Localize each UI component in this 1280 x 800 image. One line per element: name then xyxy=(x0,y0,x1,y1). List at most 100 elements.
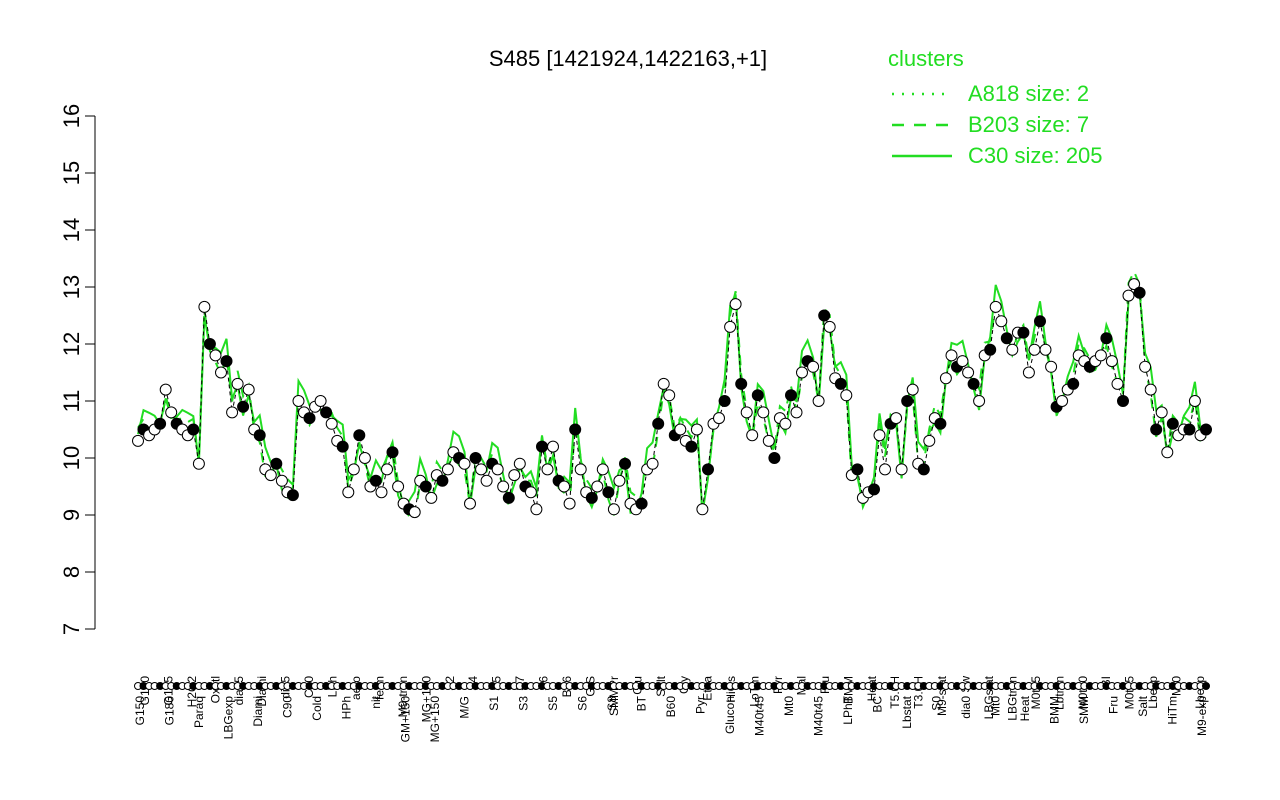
y-tick-label: 10 xyxy=(59,446,84,470)
data-point xyxy=(962,366,975,379)
x-tick-label: SMM xyxy=(1077,696,1091,724)
data-point xyxy=(879,463,891,476)
x-tick-label: M40t45 xyxy=(812,696,826,736)
data-point xyxy=(1183,423,1196,436)
data-point xyxy=(1188,395,1201,407)
data-point xyxy=(757,406,770,419)
data-point xyxy=(502,491,515,504)
data-point xyxy=(674,423,687,436)
chart-title: S485 [1421924,1422163,+1] xyxy=(489,46,767,71)
x-rug-markers xyxy=(134,682,1210,690)
data-point xyxy=(873,429,886,442)
x-tick-label: BI xyxy=(1099,676,1113,687)
data-point xyxy=(358,452,371,464)
x-tick-label: Glucon xyxy=(723,696,737,734)
data-point xyxy=(1155,406,1168,419)
data-point xyxy=(159,383,172,396)
data-point xyxy=(713,412,725,425)
data-point xyxy=(989,300,1002,313)
y-tick-label: 13 xyxy=(59,275,84,299)
legend-item-c30: C30 size: 205 xyxy=(892,143,1103,168)
data-point xyxy=(923,434,936,447)
x-tick-label: Mt0 xyxy=(782,696,796,716)
data-point xyxy=(203,338,216,350)
data-point xyxy=(945,349,958,362)
data-point xyxy=(973,395,986,407)
data-point xyxy=(475,463,488,476)
data-point xyxy=(967,377,980,390)
data-point xyxy=(320,406,333,419)
data-point xyxy=(1128,278,1141,291)
x-tick-label: M9-exp xyxy=(1195,696,1209,736)
legend-label: B203 size: 7 xyxy=(968,112,1089,137)
data-point xyxy=(458,457,471,470)
y-tick-label: 15 xyxy=(59,161,84,185)
x-tick-label: M/G xyxy=(458,696,472,719)
x-tick-label: LPhT xyxy=(841,695,855,724)
data-point xyxy=(375,486,388,499)
x-tick-label: Mt0 xyxy=(989,696,1003,716)
legend: clusters A818 size: 2 B203 size: 7 C30 s… xyxy=(888,46,1103,168)
data-point xyxy=(652,417,665,430)
data-point xyxy=(1144,383,1157,396)
data-point xyxy=(868,483,880,496)
data-point xyxy=(1045,360,1058,373)
data-point xyxy=(419,480,432,493)
data-point xyxy=(1105,355,1118,368)
data-point xyxy=(1139,360,1152,373)
data-point xyxy=(834,377,847,390)
data-point xyxy=(768,452,781,464)
data-point xyxy=(1122,289,1135,302)
data-point xyxy=(1022,366,1035,379)
data-point xyxy=(1133,286,1146,299)
data-point xyxy=(1117,395,1129,407)
data-point xyxy=(690,423,703,436)
data-point xyxy=(386,446,399,459)
data-point xyxy=(779,417,792,430)
data-point xyxy=(646,457,659,470)
data-point xyxy=(890,412,903,425)
legend-item-a818: A818 size: 2 xyxy=(892,81,1089,106)
data-points xyxy=(132,278,1212,519)
data-point xyxy=(746,429,759,442)
y-tick-label: 7 xyxy=(59,623,84,635)
x-tick-label: HiTm xyxy=(1166,696,1180,725)
legend-label: C30 size: 205 xyxy=(968,143,1103,168)
data-point xyxy=(591,480,604,493)
x-tick-label: M40t45 xyxy=(753,696,767,736)
data-point xyxy=(939,372,952,385)
x-tick-label: dia0 xyxy=(959,696,973,719)
data-point xyxy=(275,474,288,487)
data-point xyxy=(812,395,825,407)
data-point xyxy=(226,406,239,419)
data-point xyxy=(154,417,167,430)
data-point xyxy=(1111,377,1124,390)
x-tick-label: S0 xyxy=(930,696,944,711)
x-tick-label: Cold xyxy=(310,696,324,721)
x-tick-label: Pyr xyxy=(694,696,708,714)
x-tick-label: S5 xyxy=(546,696,560,711)
data-point xyxy=(735,377,748,390)
data-point xyxy=(901,395,914,407)
data-point xyxy=(840,389,853,402)
data-point xyxy=(270,457,283,470)
data-point xyxy=(436,474,449,487)
data-point xyxy=(895,463,908,476)
data-point xyxy=(619,457,631,470)
y-tick-label: 8 xyxy=(59,566,84,578)
data-point xyxy=(574,463,587,476)
data-point xyxy=(563,497,576,510)
x-tick-label: S3 xyxy=(517,696,531,711)
data-point xyxy=(1200,423,1212,436)
data-point xyxy=(342,486,355,499)
data-point xyxy=(1000,332,1013,345)
data-point xyxy=(547,440,559,453)
data-point xyxy=(237,400,250,413)
data-point xyxy=(785,389,797,402)
data-point xyxy=(729,298,742,311)
x-tick-label: S8 xyxy=(605,696,619,711)
data-point xyxy=(934,417,947,430)
data-point xyxy=(347,463,360,476)
x-tick-label: M0t45 xyxy=(1123,676,1137,710)
